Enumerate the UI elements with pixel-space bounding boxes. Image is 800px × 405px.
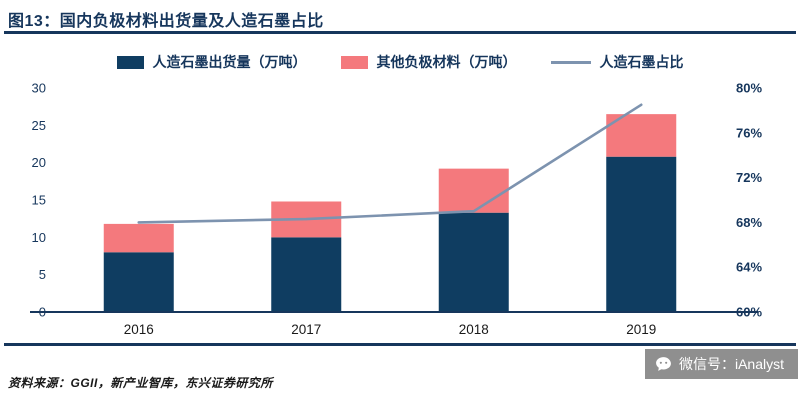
wechat-icon [655,356,672,373]
left-axis-tick: 25 [32,118,46,133]
legend-item: 人造石墨出货量（万吨） [116,52,307,72]
legend-label: 人造石墨占比 [599,54,684,70]
legend-bar-swatch [116,55,144,69]
bottom-divider [4,343,796,346]
legend-item: 其他负极材料（万吨） [340,52,517,72]
category-label: 2019 [626,322,656,337]
right-axis-tick: 64% [736,260,762,275]
legend-line-swatch [550,60,591,64]
right-axis-tick: 76% [736,125,762,140]
bar-segment [438,212,509,312]
wechat-label: 微信号：iAnalyst [678,356,784,372]
right-axis-tick: 72% [736,170,762,185]
left-axis-tick: 10 [32,230,46,245]
chart-svg: 05101520253060%64%68%72%76%80%2016201720… [30,81,762,337]
right-axis-tick: 80% [736,81,762,96]
legend: 人造石墨出货量（万吨） 其他负极材料（万吨） 人造石墨占比 [0,52,800,72]
wechat-badge: 微信号：iAnalyst [644,349,798,379]
category-label: 2016 [124,322,154,337]
chart-title: 图13：国内负极材料出货量及人造石墨占比 [8,13,324,30]
bar-segment [606,156,677,312]
chart-area: 05101520253060%64%68%72%76%80%2016201720… [10,74,790,342]
left-axis-tick: 5 [39,267,46,282]
legend-bar-swatch [340,55,368,69]
bar-segment [103,252,174,312]
legend-item: 人造石墨占比 [550,52,684,72]
left-axis-tick: 30 [32,81,46,96]
right-axis-tick: 68% [736,215,762,230]
bar-segment [606,114,677,157]
share-line [137,103,643,224]
bar-segment [103,223,174,253]
title-divider [4,31,796,34]
source-note: 资料来源：GGII，新产业智库，东兴证券研究所 [8,376,273,390]
legend-label: 其他负极材料（万吨） [376,54,517,70]
category-label: 2018 [459,322,489,337]
bar-segment [271,237,342,312]
left-axis-tick: 20 [32,155,46,170]
legend-label: 人造石墨出货量（万吨） [152,54,307,70]
bar-segment [438,168,509,213]
left-axis-tick: 15 [32,193,46,208]
category-label: 2017 [291,322,321,337]
